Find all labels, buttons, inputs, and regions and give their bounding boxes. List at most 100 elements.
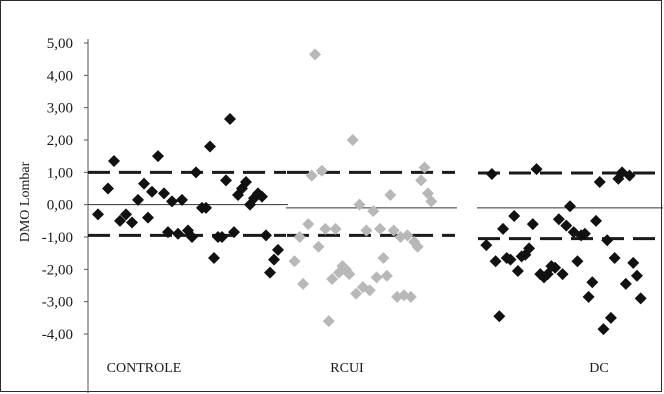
data-point — [526, 218, 539, 231]
data-point — [564, 200, 576, 213]
data-point — [293, 231, 306, 243]
data-point — [597, 323, 610, 336]
y-tick-label: 4,00 — [47, 68, 73, 84]
data-point — [560, 219, 573, 232]
data-point — [374, 222, 387, 235]
data-point — [256, 190, 268, 203]
data-point — [415, 174, 428, 187]
data-point — [92, 208, 104, 221]
data-point — [224, 112, 236, 125]
y-tick-label: 1,00 — [47, 165, 73, 181]
data-point — [418, 161, 431, 174]
data-point — [504, 253, 517, 266]
data-point — [204, 140, 216, 153]
data-point — [102, 182, 114, 195]
data-point — [312, 240, 325, 253]
data-point — [220, 174, 232, 187]
data-point — [627, 256, 640, 269]
data-point — [350, 287, 363, 300]
data-point — [172, 227, 184, 240]
category-label: RCUI — [330, 361, 364, 376]
data-point — [604, 311, 617, 324]
data-point — [401, 229, 414, 242]
y-axis-title: DMO Lombar — [18, 161, 33, 242]
data-point — [216, 231, 228, 243]
data-point — [329, 222, 342, 235]
data-point — [360, 224, 373, 237]
data-point — [601, 234, 614, 247]
data-point — [497, 222, 510, 235]
data-point — [343, 268, 356, 281]
data-point — [630, 269, 643, 282]
data-point — [404, 290, 417, 303]
y-tick-label: 5,00 — [47, 36, 73, 52]
y-tick-label: 0,00 — [47, 198, 73, 214]
data-point — [346, 134, 359, 146]
data-point — [370, 271, 383, 284]
data-point — [582, 290, 595, 303]
data-point — [146, 185, 158, 198]
data-point — [493, 310, 506, 323]
data-point — [186, 231, 198, 243]
data-point — [152, 150, 164, 163]
data-point — [268, 253, 280, 266]
data-point — [288, 255, 301, 268]
data-point — [367, 205, 380, 218]
data-point — [552, 213, 565, 226]
data-point — [485, 167, 498, 180]
data-point — [309, 48, 322, 61]
data-point — [142, 211, 154, 224]
category-labels: CONTROLE RCUI DC — [107, 361, 609, 376]
data-point — [200, 201, 212, 214]
data-point — [319, 222, 332, 235]
data-point — [593, 176, 606, 189]
y-tick-label: 2,00 — [47, 133, 73, 149]
data-point — [208, 252, 220, 265]
data-point — [297, 277, 310, 290]
data-point — [571, 255, 584, 268]
data-point — [126, 216, 138, 229]
category-label: DC — [589, 361, 608, 376]
data-point — [384, 188, 397, 201]
data-point — [530, 163, 543, 176]
data-point — [260, 229, 272, 242]
data-point — [380, 269, 393, 282]
data-point — [586, 276, 599, 289]
data-point — [387, 224, 400, 237]
y-tick-label: -1,00 — [42, 230, 73, 246]
data-point — [305, 169, 318, 182]
data-point — [176, 193, 188, 206]
data-point — [590, 214, 603, 227]
data-point — [322, 315, 335, 328]
data-point — [166, 195, 178, 208]
data-point — [623, 169, 636, 182]
data-point — [120, 208, 132, 221]
data-point — [353, 198, 366, 211]
data-points — [92, 48, 647, 336]
data-point — [190, 166, 202, 179]
data-point — [377, 252, 390, 265]
y-tick-label: -4,00 — [42, 327, 73, 343]
data-point — [272, 243, 284, 256]
data-point — [326, 273, 339, 286]
data-point — [315, 164, 328, 177]
data-point — [138, 177, 150, 190]
category-label: CONTROLE — [107, 361, 182, 376]
data-point — [411, 240, 424, 253]
y-tick-label: 3,00 — [47, 101, 73, 117]
data-point — [608, 252, 621, 265]
data-point — [240, 176, 252, 189]
data-point — [302, 218, 315, 231]
data-point — [158, 187, 170, 200]
data-point — [634, 292, 647, 305]
y-tick-label: -3,00 — [42, 295, 73, 311]
data-point — [425, 195, 438, 208]
data-point — [264, 266, 276, 279]
data-point — [619, 277, 632, 290]
data-point — [162, 226, 174, 239]
data-point — [511, 264, 524, 277]
data-point — [508, 209, 521, 222]
data-point — [549, 261, 562, 274]
